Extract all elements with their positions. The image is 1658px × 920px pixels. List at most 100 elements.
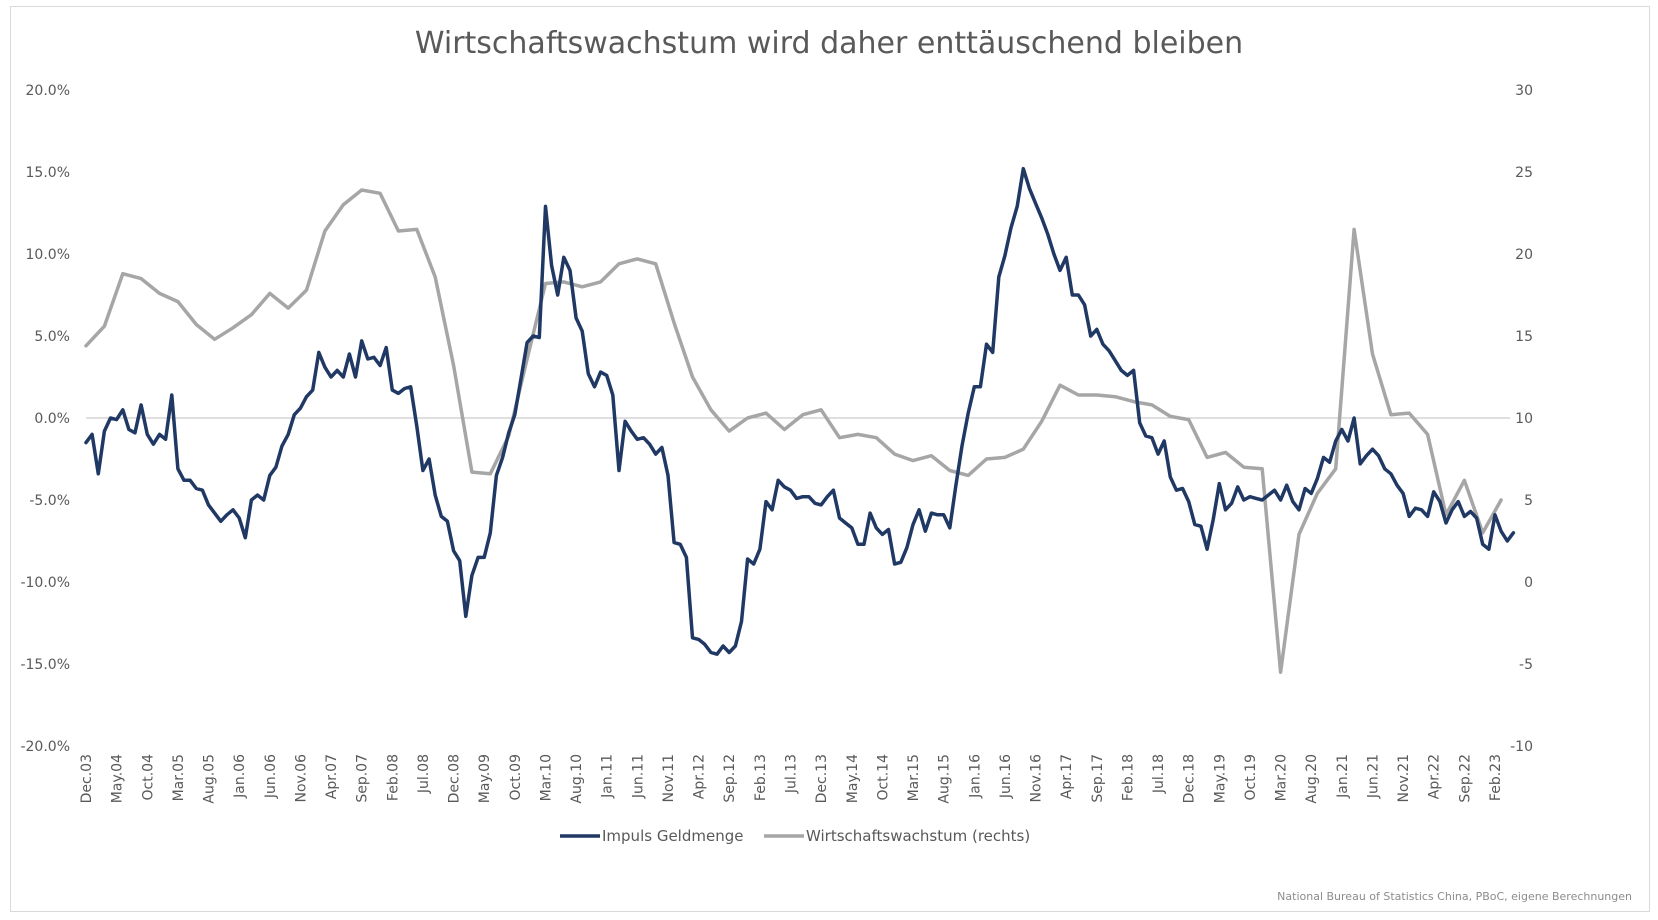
x-tick-label: Apr.12 <box>692 754 708 799</box>
x-tick: Mar.20 <box>1274 754 1290 801</box>
series-group <box>84 166 1516 674</box>
left-tick-label: 10.0% <box>26 247 70 263</box>
x-tick: Apr.22 <box>1427 754 1443 799</box>
x-tick-label: Jan.06 <box>232 754 248 799</box>
x-tick: Aug.05 <box>202 754 218 804</box>
x-tick-label: Mar.10 <box>539 754 555 801</box>
x-tick-label: Jan.16 <box>967 754 983 799</box>
x-tick: Mar.15 <box>906 754 922 801</box>
x-tick-label: Apr.22 <box>1427 754 1443 799</box>
x-tick-label: Dec.03 <box>79 754 95 803</box>
x-tick-label: Jul.13 <box>784 754 800 794</box>
chart-frame <box>10 6 1650 912</box>
x-tick: Sep.12 <box>722 754 738 803</box>
x-tick: Feb.23 <box>1488 754 1504 801</box>
x-tick: May.14 <box>845 754 861 803</box>
right-tick-label: 0 <box>1524 575 1533 591</box>
x-tick-label: Jul.08 <box>416 754 432 794</box>
right-tick-label: 20 <box>1515 247 1533 263</box>
x-tick-label: Feb.23 <box>1488 754 1504 801</box>
x-tick: Apr.12 <box>692 754 708 799</box>
x-tick: Jan.16 <box>967 754 983 799</box>
x-tick-label: Mar.05 <box>171 754 187 801</box>
x-tick-label: Jan.11 <box>600 754 616 799</box>
x-tick-label: Oct.14 <box>875 754 891 801</box>
x-tick-label: Jan.21 <box>1335 754 1351 799</box>
x-tick: Aug.15 <box>937 754 953 804</box>
legend: Impuls Geldmenge Wirtschaftswachstum (rec… <box>560 827 1030 845</box>
x-tick-label: Jun.11 <box>630 754 646 799</box>
x-tick-label: Nov.11 <box>661 754 677 803</box>
x-tick: Dec.03 <box>79 754 95 803</box>
x-tick-label: May.04 <box>110 754 126 803</box>
right-tick-label: 25 <box>1515 165 1533 181</box>
x-tick-label: Nov.21 <box>1396 754 1412 803</box>
x-tick-label: Aug.10 <box>569 754 585 804</box>
x-tick: May.09 <box>477 754 493 803</box>
right-tick-label: 10 <box>1515 411 1533 427</box>
series-line-wirtschaftswachstum <box>84 188 1503 674</box>
x-tick: Feb.08 <box>385 754 401 801</box>
x-tick: Apr.17 <box>1059 754 1075 799</box>
x-tick-label: Nov.16 <box>1029 754 1045 803</box>
x-tick-label: Oct.04 <box>140 754 156 801</box>
right-tick-label: 5 <box>1524 493 1533 509</box>
x-tick: Oct.09 <box>508 754 524 800</box>
x-tick-label: Jul.18 <box>1151 754 1167 794</box>
right-tick-label: -10 <box>1510 739 1533 755</box>
x-tick: Jun.06 <box>263 754 279 799</box>
x-tick: Feb.18 <box>1120 754 1136 801</box>
source-note: National Bureau of Statistics China, PBo… <box>1277 890 1632 903</box>
x-tick-label: Jun.06 <box>263 754 279 799</box>
legend-label: Wirtschaftswachstum (rechts) <box>806 827 1030 845</box>
right-tick-label: 15 <box>1515 329 1533 345</box>
x-tick: Jan.11 <box>600 754 616 799</box>
x-tick-label: Aug.05 <box>202 754 218 804</box>
x-tick: Nov.06 <box>293 754 309 803</box>
x-tick-label: Mar.20 <box>1274 754 1290 801</box>
x-tick: Nov.21 <box>1396 754 1412 803</box>
x-tick: Feb.13 <box>753 754 769 801</box>
x-tick: Jun.21 <box>1366 754 1382 799</box>
x-tick-label: May.14 <box>845 754 861 803</box>
x-tick-label: Dec.08 <box>447 754 463 803</box>
left-tick-label: -10.0% <box>20 575 70 591</box>
x-tick: Aug.10 <box>569 754 585 804</box>
x-tick: Mar.05 <box>171 754 187 801</box>
x-tick-label: Nov.06 <box>293 754 309 803</box>
x-tick: Jan.06 <box>232 754 248 799</box>
left-tick-label: -5.0% <box>29 493 70 509</box>
x-tick: Oct.14 <box>875 754 891 801</box>
x-tick-label: Dec.13 <box>814 754 830 803</box>
x-tick-label: Jun.16 <box>998 754 1014 799</box>
x-tick: Nov.16 <box>1029 754 1045 803</box>
legend-label: Impuls Geldmenge <box>602 827 743 845</box>
left-tick-label: 0.0% <box>34 411 70 427</box>
x-axis: Dec.03 May.04 Oct.04 Mar.05 Aug.05 Jan.06 Jun.… <box>79 754 1504 804</box>
x-tick: May.04 <box>110 754 126 803</box>
x-tick-label: Sep.22 <box>1457 754 1473 803</box>
x-tick-label: Aug.15 <box>937 754 953 804</box>
x-tick: Jul.08 <box>416 754 432 794</box>
x-tick-label: Jun.21 <box>1366 754 1382 799</box>
x-tick-label: Sep.12 <box>722 754 738 803</box>
x-tick: Aug.20 <box>1304 754 1320 804</box>
x-tick-label: Feb.18 <box>1120 754 1136 801</box>
x-tick: Nov.11 <box>661 754 677 803</box>
x-tick-label: Dec.18 <box>1182 754 1198 803</box>
x-tick: Dec.18 <box>1182 754 1198 803</box>
x-tick: Mar.10 <box>539 754 555 801</box>
x-tick-label: Apr.07 <box>324 754 340 799</box>
left-tick-label: -15.0% <box>20 657 70 673</box>
x-tick: Jul.13 <box>784 754 800 794</box>
x-tick: Dec.08 <box>447 754 463 803</box>
x-tick: Jan.21 <box>1335 754 1351 799</box>
x-tick-label: Oct.09 <box>508 754 524 800</box>
x-tick: Apr.07 <box>324 754 340 799</box>
x-tick: Sep.22 <box>1457 754 1473 803</box>
left-tick-label: 20.0% <box>26 83 70 99</box>
x-tick-label: Sep.07 <box>355 754 371 803</box>
left-tick-label: 5.0% <box>34 329 70 345</box>
x-tick: Jun.16 <box>998 754 1014 799</box>
